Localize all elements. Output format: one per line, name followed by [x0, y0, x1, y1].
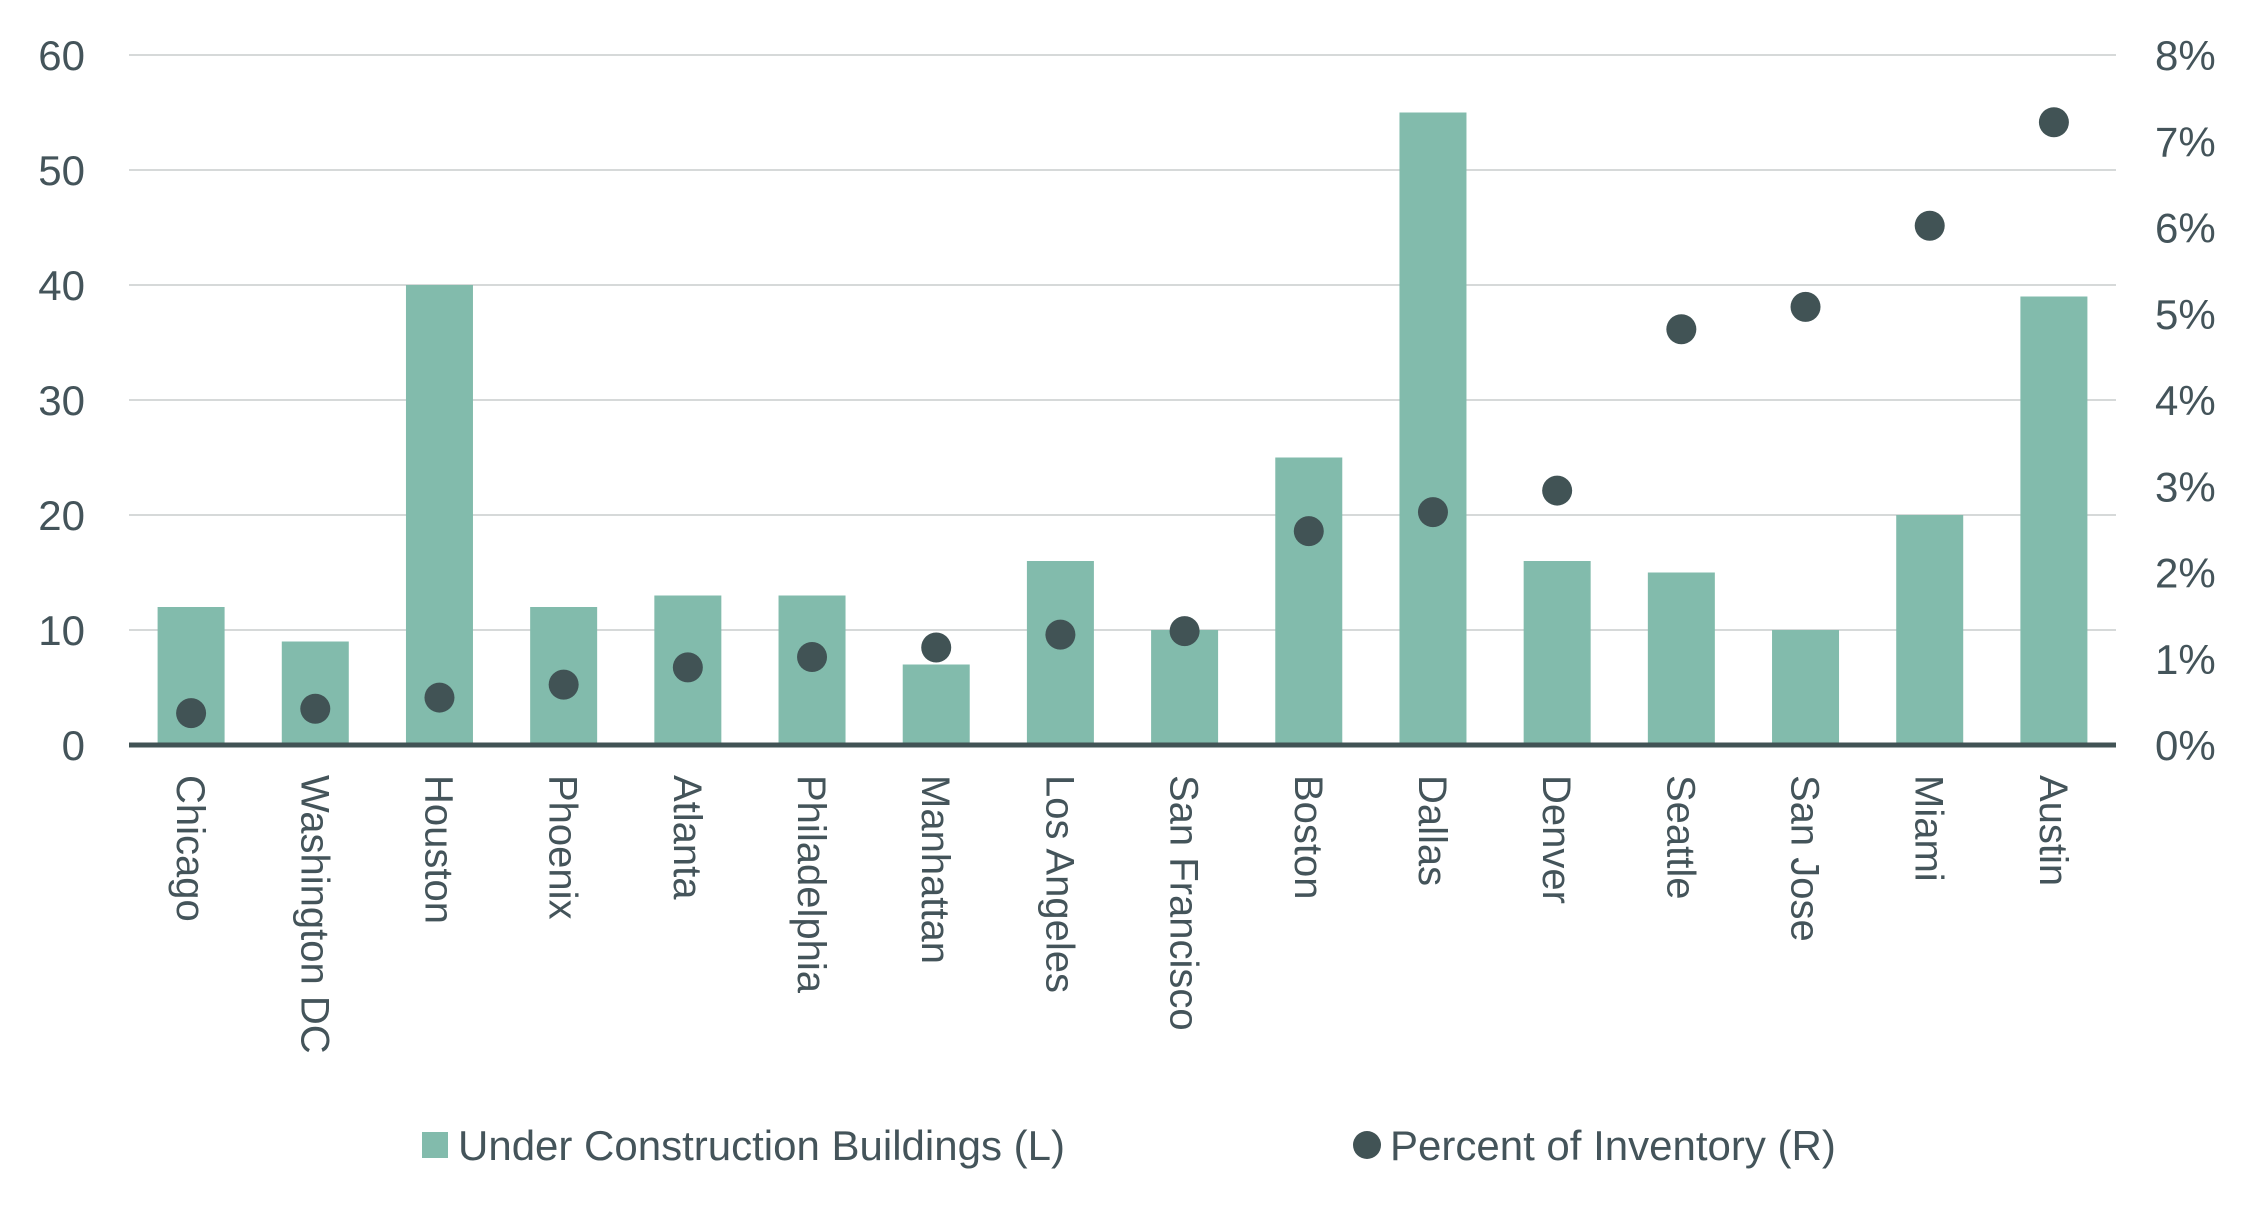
dot: [548, 669, 579, 700]
right-tick-label: 6%: [2155, 205, 2216, 252]
left-tick-label: 0: [62, 722, 85, 769]
left-tick-label: 40: [38, 262, 85, 309]
right-tick-label: 4%: [2155, 377, 2216, 424]
right-tick-label: 1%: [2155, 636, 2216, 683]
dot: [2038, 107, 2069, 138]
bar: [1399, 112, 1467, 745]
left-tick-label: 50: [38, 147, 85, 194]
category-label: Atlanta: [665, 775, 709, 900]
left-tick-label: 30: [38, 377, 85, 424]
right-tick-label: 2%: [2155, 550, 2216, 597]
category-label: Boston: [1286, 775, 1330, 900]
right-tick-label: 8%: [2155, 32, 2216, 79]
category-label: Phoenix: [541, 775, 585, 920]
category-label: Miami: [1907, 775, 1951, 882]
dot: [1542, 475, 1573, 506]
bar: [281, 641, 349, 745]
legend: Under Construction Buildings (L) Percent…: [422, 1122, 1836, 1169]
right-tick-label: 5%: [2155, 291, 2216, 338]
dot: [797, 642, 828, 673]
category-label: Washington DC: [292, 775, 336, 1054]
category-label: Dallas: [1410, 775, 1454, 886]
dot: [176, 698, 207, 729]
category-label: San Francisco: [1162, 775, 1206, 1031]
bar: [1896, 515, 1964, 745]
dot: [672, 652, 703, 683]
category-label: Manhattan: [913, 775, 957, 964]
category-label: Chicago: [168, 775, 212, 922]
bar: [1647, 572, 1715, 745]
category-label: Seattle: [1658, 775, 1702, 900]
bar: [1772, 630, 1840, 745]
right-tick-label: 7%: [2155, 118, 2216, 165]
bars: [157, 112, 2088, 745]
dots: [176, 107, 2069, 729]
dot: [921, 632, 952, 663]
dot: [1169, 616, 1200, 647]
dot: [300, 693, 331, 724]
dot: [1914, 210, 1945, 241]
left-tick-label: 20: [38, 492, 85, 539]
category-label: Los Angeles: [1037, 775, 1081, 993]
bar: [1275, 457, 1343, 745]
dot: [1790, 291, 1821, 322]
right-tick-label: 3%: [2155, 463, 2216, 510]
category-labels: Chicago Washington DC Houston Phoenix Atlant…: [168, 775, 2075, 1054]
bar: [2020, 296, 2088, 745]
dot: [1293, 516, 1324, 547]
bar: [1151, 630, 1219, 745]
category-label: Houston: [416, 775, 460, 924]
bar: [405, 285, 473, 745]
bar: [1026, 561, 1094, 745]
bar: [1523, 561, 1591, 745]
category-label: Philadelphia: [789, 775, 833, 994]
category-label: Denver: [1534, 775, 1578, 904]
dot: [424, 682, 455, 713]
left-tick-label: 10: [38, 607, 85, 654]
right-axis-ticks: 0% 1% 2% 3% 4% 5% 6% 7% 8%: [2155, 32, 2216, 769]
legend-label-dots: Percent of Inventory (R): [1390, 1122, 1836, 1169]
bar: [902, 664, 970, 745]
dot: [1417, 497, 1448, 528]
dot: [1045, 619, 1076, 650]
category-label: Austin: [2031, 775, 2075, 886]
category-label: San Jose: [1783, 775, 1827, 942]
left-axis-ticks: 0 10 20 30 40 50 60: [38, 32, 85, 769]
legend-swatch-dots: [1353, 1131, 1381, 1159]
left-tick-label: 60: [38, 32, 85, 79]
dot: [1666, 314, 1697, 345]
right-tick-label: 0%: [2155, 722, 2216, 769]
legend-swatch-bars: [422, 1132, 448, 1158]
legend-label-bars: Under Construction Buildings (L): [458, 1122, 1065, 1169]
